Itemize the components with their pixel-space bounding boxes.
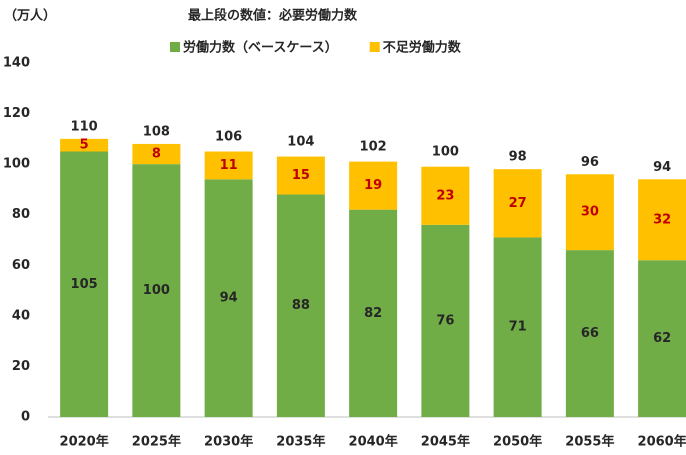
- value-label: 5: [80, 138, 89, 153]
- value-label: 15: [292, 168, 310, 183]
- x-tick-label: 2060年: [638, 434, 686, 450]
- value-label: 19: [364, 178, 382, 193]
- total-label: 102: [360, 140, 387, 155]
- x-tick-label: 2020年: [60, 434, 109, 450]
- bar-segment: [276, 194, 325, 417]
- legend-swatch: [170, 42, 180, 52]
- y-axis-label: （万人）: [4, 8, 56, 24]
- y-tick-label: 40: [12, 308, 30, 323]
- bar-segment: [132, 164, 181, 417]
- bar-segment: [132, 143, 181, 165]
- x-tick-label: 2055年: [565, 434, 614, 450]
- value-label: 94: [220, 291, 238, 306]
- bar-segment: [60, 151, 109, 417]
- value-label: 71: [509, 320, 527, 335]
- bar-segment: [421, 224, 470, 417]
- total-label: 96: [581, 155, 599, 170]
- y-tick-label: 20: [12, 359, 30, 374]
- value-label: 66: [581, 326, 599, 341]
- value-label: 11: [220, 158, 238, 173]
- total-label: 106: [215, 129, 242, 144]
- y-tick-label: 140: [3, 56, 30, 71]
- value-label: 30: [581, 205, 599, 220]
- bar-segment: [638, 179, 686, 261]
- bar-segment: [204, 179, 253, 417]
- legend-label: 労働力数（ベースケース）: [183, 40, 338, 56]
- value-label: 27: [509, 196, 527, 211]
- bar-segment: [493, 169, 542, 238]
- bar-segment: [349, 161, 398, 210]
- value-label: 105: [71, 277, 98, 292]
- bar-segment: [565, 174, 614, 251]
- bar-segment: [204, 151, 253, 180]
- value-label: 88: [292, 298, 310, 313]
- x-tick-label: 2025年: [132, 434, 181, 450]
- bar-segment: [565, 250, 614, 417]
- legend-label: 不足労働力数: [383, 40, 462, 56]
- total-label: 100: [432, 145, 459, 160]
- value-label: 62: [653, 331, 671, 346]
- bar-segment: [60, 138, 109, 152]
- bar-segment: [493, 237, 542, 417]
- x-tick-label: 2035年: [276, 434, 325, 450]
- bar-segment: [276, 156, 325, 195]
- y-tick-label: 80: [12, 207, 30, 222]
- bar-segment: [349, 209, 398, 417]
- value-label: 76: [436, 313, 454, 328]
- x-tick-label: 2045年: [421, 434, 470, 450]
- legend-swatch: [369, 42, 380, 52]
- total-label: 98: [509, 150, 527, 165]
- y-tick-label: 60: [12, 258, 30, 273]
- total-label: 94: [653, 160, 671, 175]
- total-label: 104: [287, 135, 314, 150]
- total-label: 108: [143, 124, 170, 139]
- y-tick-label: 120: [3, 106, 30, 121]
- x-tick-label: 2050年: [493, 434, 542, 450]
- value-label: 82: [364, 306, 382, 321]
- value-label: 8: [152, 147, 161, 162]
- value-label: 32: [653, 212, 671, 227]
- x-tick-label: 2040年: [349, 434, 398, 450]
- total-label: 110: [71, 119, 98, 134]
- chart-title: 最上段の数値：必要労働力数: [188, 8, 358, 24]
- x-tick-label: 2030年: [204, 434, 253, 450]
- value-label: 23: [436, 188, 454, 203]
- y-tick-label: 0: [21, 410, 30, 425]
- bar-segment: [638, 260, 686, 417]
- bar-segment: [421, 166, 470, 225]
- value-label: 100: [143, 283, 170, 298]
- y-tick-label: 100: [3, 157, 30, 172]
